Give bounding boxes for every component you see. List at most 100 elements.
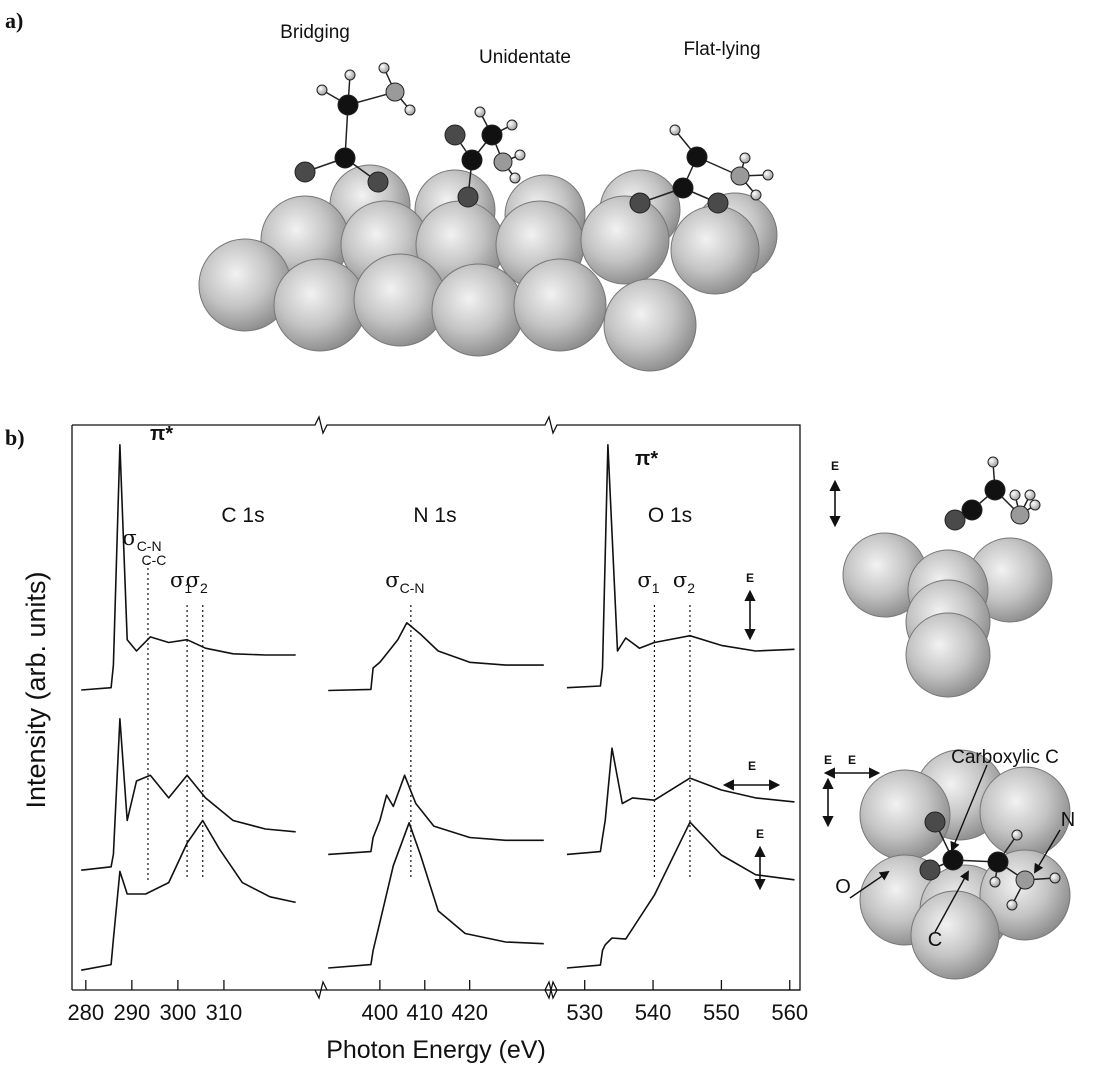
molecule-atom	[686, 146, 708, 168]
x-tick-label: 540	[635, 1000, 672, 1025]
configuration-label: Flat-lying	[683, 39, 760, 60]
surface-atom	[513, 258, 607, 352]
configuration-label: Bridging	[280, 22, 350, 43]
resonance-label: σ1	[170, 568, 192, 596]
molecule-atom	[334, 147, 356, 169]
plot-frame	[72, 415, 801, 1000]
peak-label: π*	[635, 448, 658, 470]
resonance-label: σ2	[673, 568, 695, 596]
pointer-arrow	[934, 870, 969, 933]
x-tick-label: 530	[566, 1000, 603, 1025]
plot-frame	[72, 980, 800, 1000]
molecule-atom	[444, 124, 466, 146]
molecule-atom	[367, 171, 389, 193]
pointer-arrow	[950, 764, 988, 852]
molecule-atom	[961, 499, 983, 521]
resonance-subscript: C-N	[400, 580, 425, 596]
configuration-label: Unidentate	[479, 47, 571, 68]
molecule-atom	[730, 166, 750, 186]
molecule-atom	[762, 169, 774, 181]
resonance-subscript: 1	[652, 580, 660, 596]
resonance-label: σC-N	[122, 526, 161, 554]
molecule-atom	[514, 149, 526, 161]
molecule-atom	[987, 456, 999, 468]
molecule-atom	[1029, 499, 1041, 511]
x-tick-label: 310	[206, 1000, 243, 1025]
spectrum	[328, 774, 544, 856]
y-axis-label: Intensity (arb. units)	[21, 571, 51, 808]
molecule-atom	[919, 859, 941, 881]
molecule-atom	[1006, 899, 1018, 911]
molecule-atom	[337, 94, 359, 116]
resonance-label: σC-N	[385, 568, 424, 596]
molecule-atom	[385, 82, 405, 102]
molecule-atom	[984, 479, 1006, 501]
molecule-atom	[739, 152, 751, 164]
molecule-atom	[924, 811, 946, 833]
molecule-atom	[461, 149, 483, 171]
molecule-atom	[1010, 505, 1030, 525]
polarization-label: E	[748, 759, 756, 773]
resonance-symbol: σ	[186, 568, 200, 592]
pointer-arrow	[849, 870, 890, 899]
resonance-subscript: 1	[184, 580, 192, 596]
surface-atom	[353, 253, 447, 347]
molecule-atom	[750, 189, 762, 201]
resonance-subscript: 2	[200, 580, 208, 596]
molecule-atom	[629, 192, 651, 214]
panel-label: b)	[5, 425, 25, 450]
spectrum	[566, 444, 795, 689]
resonance-symbol: σ	[637, 568, 651, 592]
x-tick-label: 280	[67, 1000, 104, 1025]
molecule-atom	[1011, 829, 1023, 841]
molecule-atom	[707, 192, 729, 214]
molecule-atom	[344, 69, 356, 81]
surface-atom	[580, 195, 670, 285]
surface-atom	[431, 263, 525, 357]
surface-atom	[603, 278, 697, 372]
peak-label: π*	[150, 423, 173, 445]
panel-label: a)	[5, 8, 23, 33]
polarization-label: E	[824, 753, 832, 767]
resonance-label: σ2	[186, 568, 208, 596]
polarization-label: E	[831, 459, 839, 473]
resonance-symbol: σ	[170, 568, 184, 592]
spectrum	[81, 718, 296, 871]
spectrum	[328, 622, 544, 692]
inset-label: O	[835, 876, 851, 898]
spectrum	[81, 444, 296, 691]
x-tick-label: 420	[451, 1000, 488, 1025]
molecule-atom	[942, 849, 964, 871]
resonance-symbol: σ	[385, 568, 399, 592]
molecule-atom	[316, 84, 328, 96]
x-tick-label: 300	[160, 1000, 197, 1025]
surface-atom	[979, 849, 1071, 941]
surface-atom	[910, 890, 1000, 980]
x-tick-label: 560	[771, 1000, 808, 1025]
edge-label: C 1s	[221, 504, 264, 527]
polarization-label: E	[746, 571, 754, 585]
resonance-symbol: σ	[122, 526, 136, 550]
surface-atom	[273, 258, 367, 352]
molecule-atom	[404, 104, 416, 116]
molecule-atom	[987, 851, 1009, 873]
resonance-symbol: σ	[673, 568, 687, 592]
surface-atom	[670, 205, 760, 295]
polarization-label: E	[848, 753, 856, 767]
surface-atom	[979, 766, 1071, 858]
surface-atom	[905, 612, 991, 698]
molecule-atom	[669, 124, 681, 136]
molecule-atom	[1024, 489, 1036, 501]
molecule-atom	[506, 119, 518, 131]
molecule-atom	[493, 152, 513, 172]
inset-label: C	[928, 929, 942, 951]
molecule-atom	[944, 509, 966, 531]
illustrations	[198, 62, 1071, 980]
spectrum	[566, 747, 795, 856]
molecule-atom	[1015, 870, 1035, 890]
x-tick-label: 550	[703, 1000, 740, 1025]
resonance-subscript: C-C	[142, 552, 167, 568]
spectrum	[81, 819, 296, 971]
edge-label: N 1s	[413, 504, 456, 527]
